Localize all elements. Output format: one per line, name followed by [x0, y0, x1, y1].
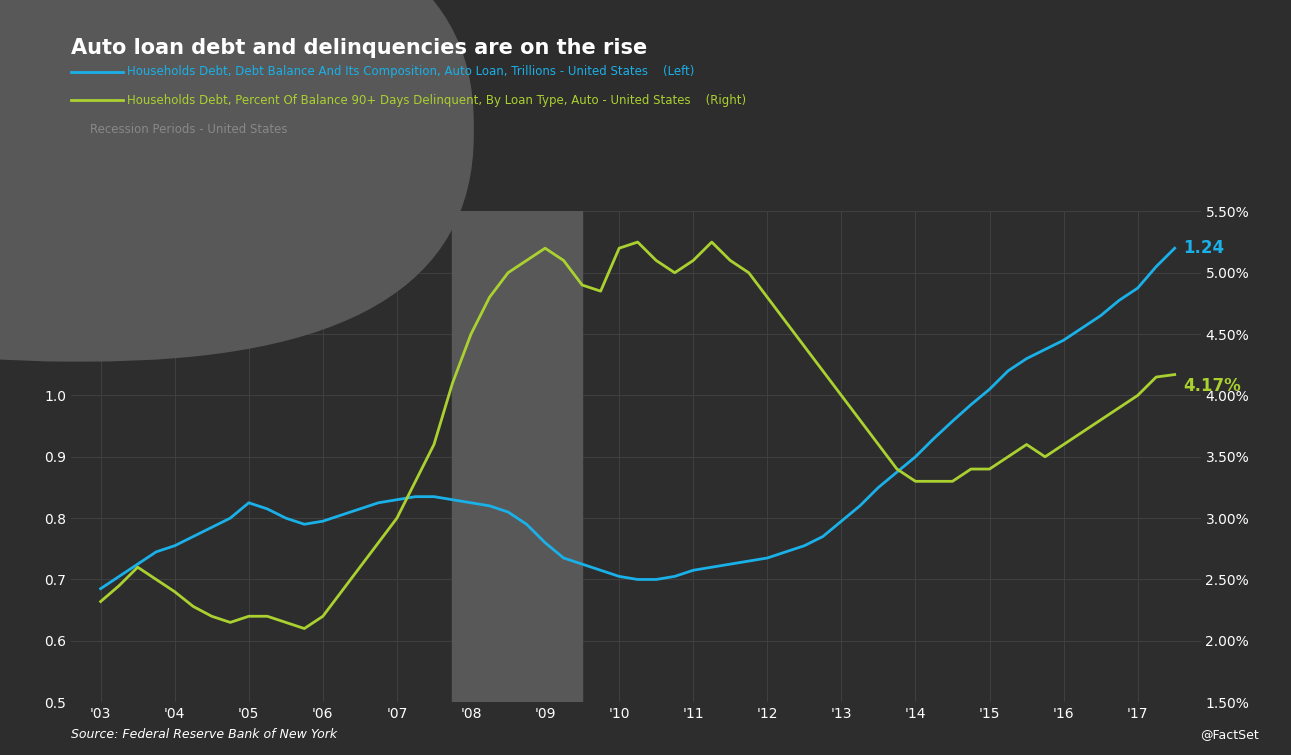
Text: Source: Federal Reserve Bank of New York: Source: Federal Reserve Bank of New York: [71, 729, 337, 741]
Text: 1.24: 1.24: [1183, 239, 1224, 257]
Text: @FactSet: @FactSet: [1199, 729, 1259, 741]
Text: Households Debt, Percent Of Balance 90+ Days Delinquent, By Loan Type, Auto - Un: Households Debt, Percent Of Balance 90+ …: [127, 94, 746, 107]
Bar: [452, 211, 582, 702]
Text: Recession Periods - United States: Recession Periods - United States: [90, 122, 288, 136]
Text: 4.17%: 4.17%: [1183, 377, 1241, 395]
Text: Households Debt, Debt Balance And Its Composition, Auto Loan, Trillions - United: Households Debt, Debt Balance And Its Co…: [127, 65, 693, 79]
Text: Auto loan debt and delinquencies are on the rise: Auto loan debt and delinquencies are on …: [71, 38, 647, 57]
